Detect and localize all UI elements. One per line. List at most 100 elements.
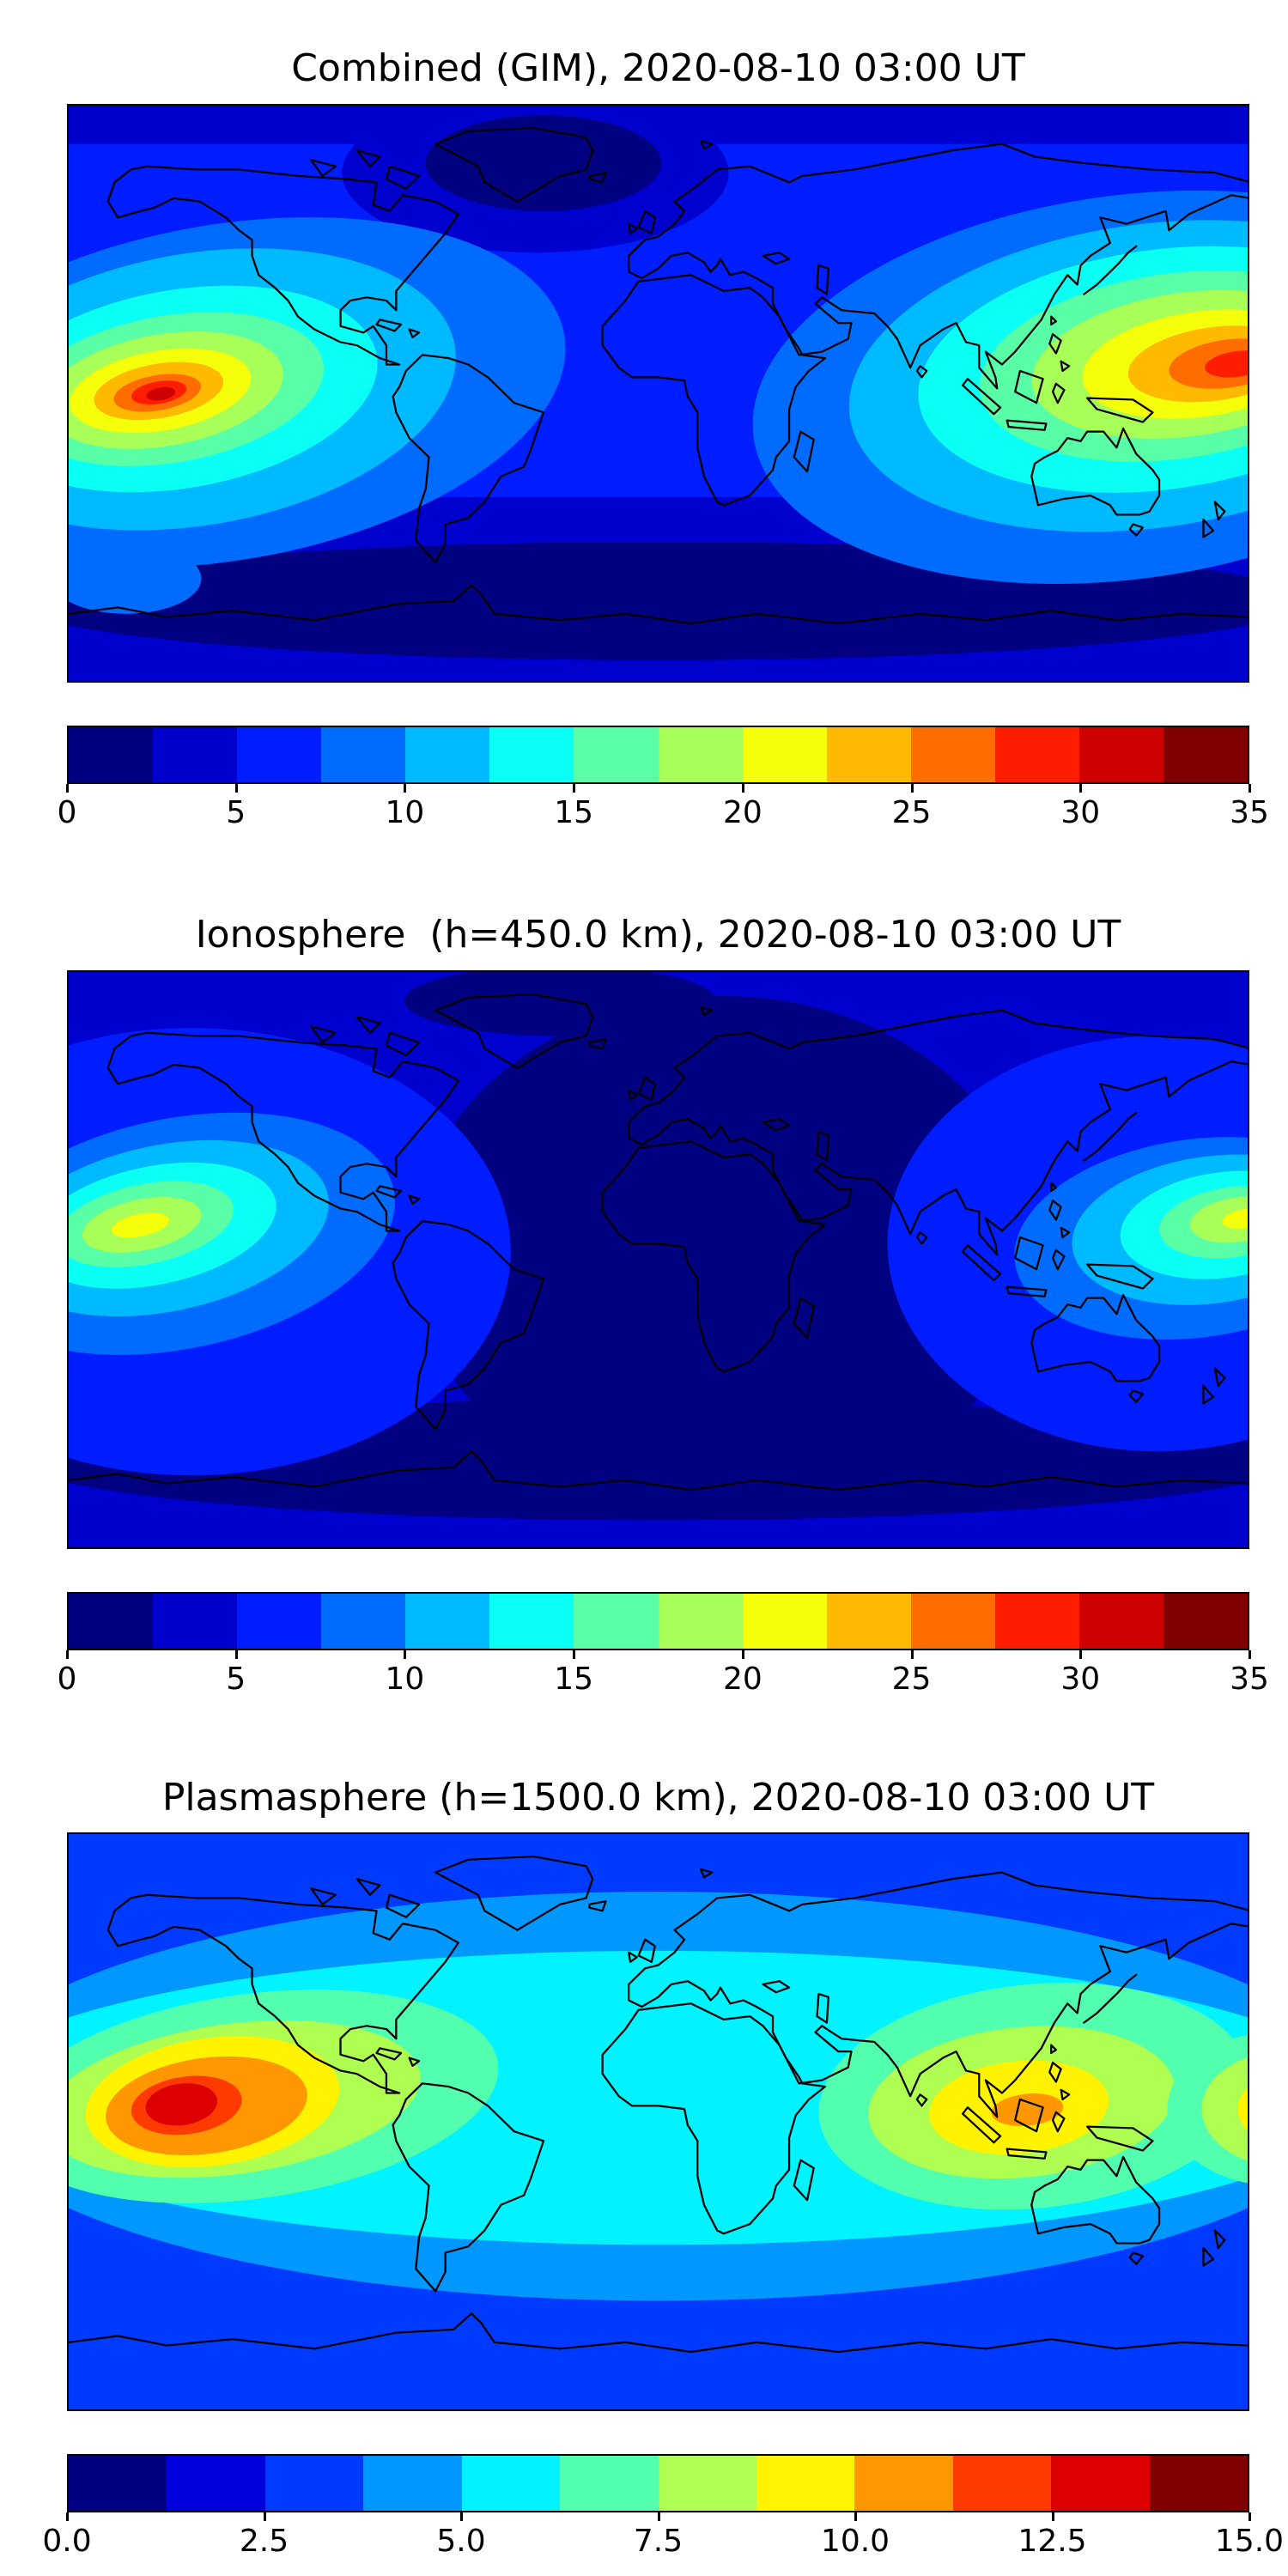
colorbar-segment (237, 726, 322, 782)
tec-hotspot-southeast-asia (818, 1983, 1248, 2210)
contour-band (1237, 2087, 1248, 2131)
colorbar-tick-label: 30 (1060, 794, 1101, 830)
colorbar-tick-label: 25 (891, 1661, 932, 1697)
colorbar-tick-label: 25 (891, 794, 932, 830)
colorbar-tick-label: 12.5 (1018, 2524, 1087, 2560)
combined-tec-map (67, 103, 1249, 683)
colorbar-segment (854, 2456, 953, 2512)
colorbar-tick-label: 15 (554, 794, 594, 830)
colorbar-segment (952, 2456, 1052, 2512)
colorbar-tickmark (234, 1649, 238, 1659)
contour-band (404, 971, 716, 1036)
colorbar-segment (321, 1593, 406, 1649)
contour-band (1222, 1208, 1248, 1229)
colorbar-tick-label: 15 (554, 1661, 594, 1697)
colorbar-tickmark (66, 783, 69, 793)
panel-title: Combined (GIM), 2020-08-10 03:00 UT (291, 46, 1025, 90)
colorbar-bar (67, 725, 1249, 784)
panel-combined: Combined (GIM), 2020-08-10 03:00 UT (58, 0, 1269, 835)
colorbar-ticks: 0 5 10 15 20 25 30 35 (58, 1649, 1269, 1702)
colorbar-tickmark (573, 783, 576, 793)
colorbar-segment (405, 726, 490, 782)
colorbar-segment (167, 2456, 265, 2512)
panel-plasmasphere: Plasmasphere (h=1500.0 km), 2020-08-10 0… (42, 1702, 1284, 2565)
colorbar-segment (658, 2456, 756, 2512)
colorbar-segment (910, 1593, 995, 1649)
contour-band (412, 995, 1036, 1508)
colorbar-tickmark (1249, 2512, 1251, 2522)
contour-band (425, 114, 662, 211)
colorbar-tick-label: 7.5 (633, 2524, 683, 2560)
colorbar-tick-label: 15.0 (1214, 2524, 1285, 2560)
colorbar-ticks: 0 5 10 15 20 25 30 35 (58, 783, 1269, 835)
colorbar-tickmark (460, 2512, 463, 2522)
tec-hotspot-east-pacific (69, 1112, 395, 1355)
colorbar-segment (1078, 726, 1164, 782)
colorbar-bar (67, 2454, 1249, 2513)
colorbar-segment (658, 1593, 743, 1649)
colorbar-segment (1051, 2456, 1150, 2512)
colorbar-tickmark (657, 2512, 660, 2522)
ionosphere-tec-map (67, 969, 1249, 1549)
colorbar-segment (658, 726, 743, 782)
colorbar-segment (756, 2456, 855, 2512)
colorbar-tick-label: 5.0 (436, 2524, 486, 2560)
colorbar-segment (742, 1593, 827, 1649)
colorbar-segment (994, 1593, 1079, 1649)
colorbar-segment (1163, 726, 1249, 782)
contour-band (1201, 2057, 1248, 2161)
colorbar-segment (994, 726, 1079, 782)
colorbar-tickmark (573, 1649, 576, 1659)
colorbar-tick-label: 0 (57, 794, 77, 830)
colorbar-segment (363, 2456, 462, 2512)
panel-title: Ionosphere (h=450.0 km), 2020-08-10 03:0… (195, 912, 1121, 957)
colorbar-tick-label: 5 (226, 794, 246, 830)
colorbar: 0 5 10 15 20 25 30 35 (58, 1591, 1269, 1702)
colorbar-segment (560, 2456, 659, 2512)
panel-ionosphere: Ionosphere (h=450.0 km), 2020-08-10 03:0… (58, 835, 1269, 1702)
colorbar-segment (826, 726, 911, 782)
colorbar-tick-label: 20 (722, 794, 762, 830)
colorbar-tick-label: 20 (722, 1661, 762, 1697)
colorbar-tickmark (263, 2512, 266, 2522)
colorbar-segment (489, 726, 574, 782)
colorbar-tickmark (741, 1649, 744, 1659)
panel-title: Plasmasphere (h=1500.0 km), 2020-08-10 0… (161, 1775, 1155, 1820)
contour-band (146, 386, 176, 401)
colorbar-tickmark (1249, 783, 1251, 793)
colorbar-segment (153, 726, 238, 782)
colorbar-segment (69, 2456, 167, 2512)
colorbar-segment (264, 2456, 364, 2512)
colorbar-tickmark (66, 1649, 69, 1659)
colorbar-tickmark (1079, 1649, 1083, 1659)
colorbar-tickmark (910, 1649, 914, 1659)
colorbar-segment (1078, 1593, 1164, 1649)
colorbar-segment (910, 726, 995, 782)
colorbar-segment (826, 1593, 911, 1649)
colorbar-segment (574, 726, 659, 782)
colorbar-tickmark (1079, 783, 1083, 793)
colorbar-tickmark (66, 2512, 69, 2522)
colorbar-segment (489, 1593, 574, 1649)
colorbar-segment (405, 1593, 490, 1649)
colorbar-segment (1149, 2456, 1249, 2512)
colorbar-tick-label: 0.0 (42, 2524, 92, 2560)
colorbar-segment (69, 1593, 154, 1649)
contour-band (69, 663, 1248, 681)
colorbar-tickmark (1249, 1649, 1251, 1659)
colorbar-tickmark (741, 783, 744, 793)
colorbar: 0.0 2.5 5.0 7.5 10.0 12.5 15.0 (42, 2454, 1284, 2564)
colorbar-segment (742, 726, 827, 782)
contour-band (145, 2083, 218, 2126)
colorbar-segment (69, 726, 154, 782)
colorbar: 0 5 10 15 20 25 30 35 (58, 725, 1269, 835)
tec-hotspot-dateline-wrap (1167, 2035, 1248, 2184)
colorbar-tick-label: 0 (57, 1661, 77, 1697)
colorbar-tickmark (234, 783, 238, 793)
contour-band (1205, 350, 1248, 378)
colorbar-tick-label: 10 (385, 1661, 425, 1697)
colorbar-tickmark (910, 783, 914, 793)
tec-hotspot-west-pacific (752, 190, 1248, 584)
